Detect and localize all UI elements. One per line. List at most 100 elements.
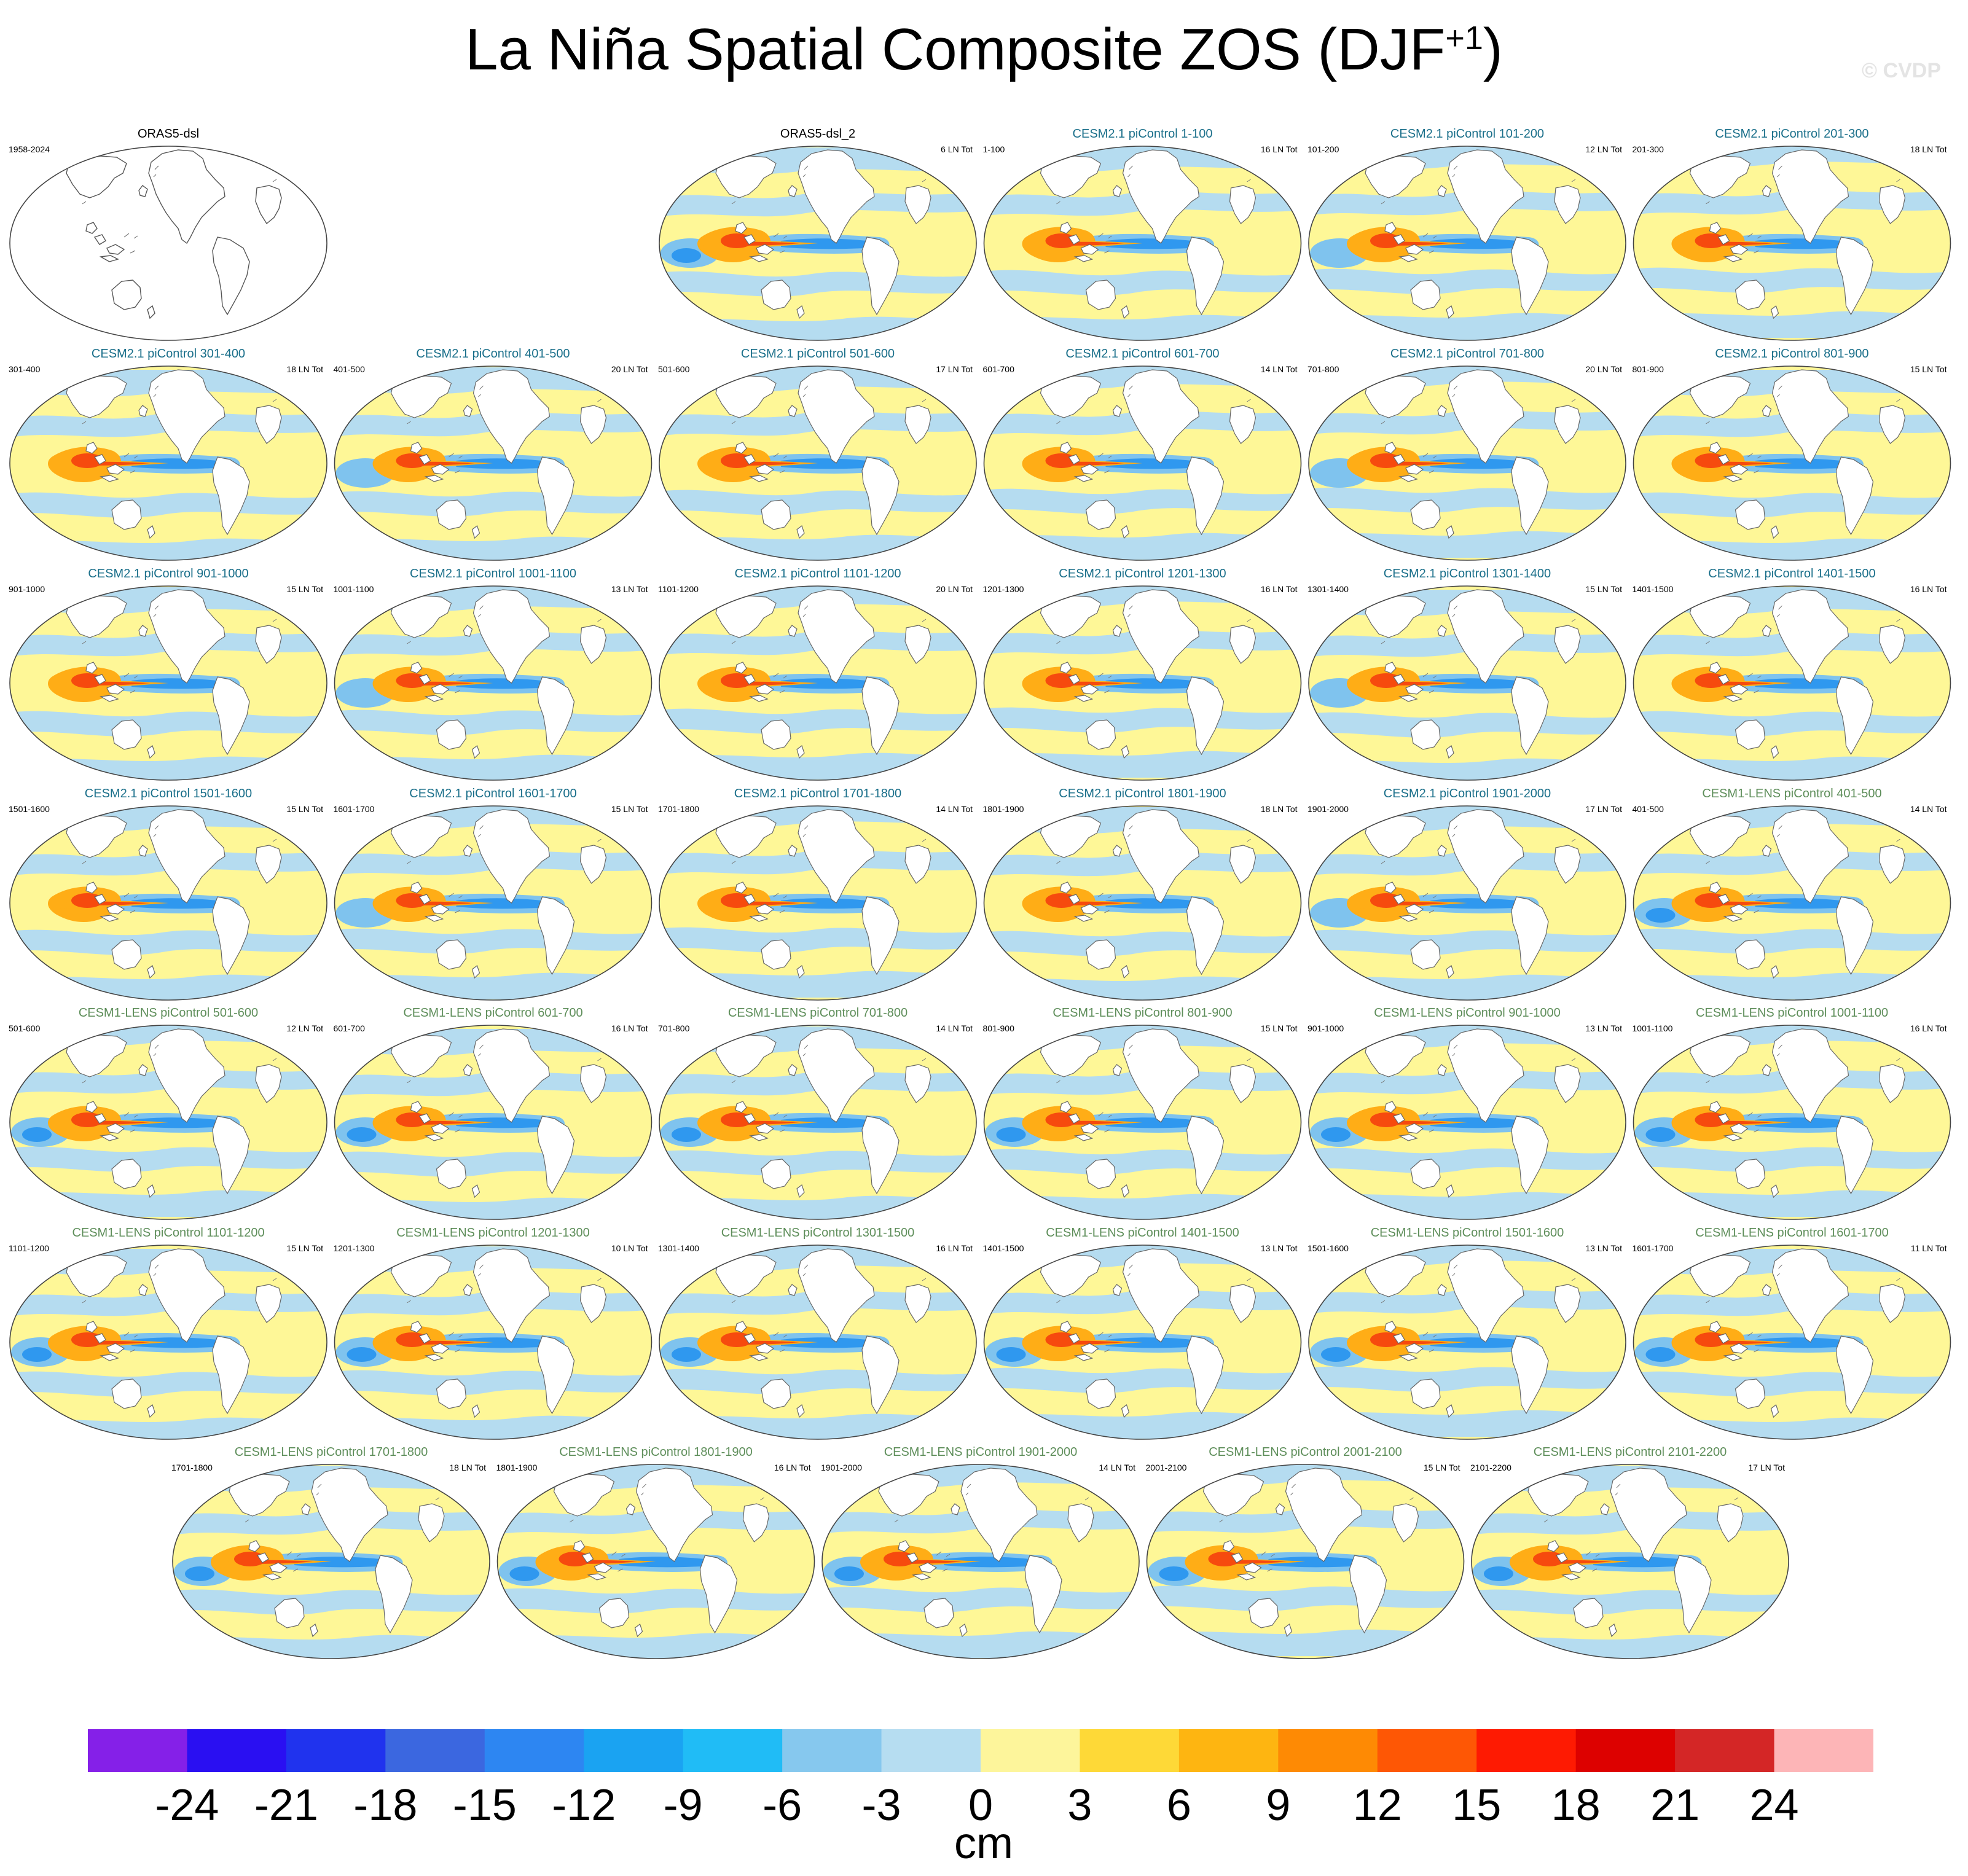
map-frame bbox=[983, 1025, 1302, 1220]
map-field bbox=[1147, 1464, 1464, 1659]
map-frame bbox=[1308, 365, 1626, 561]
panel-title: CESM2.1 piControl 201-300 bbox=[1715, 127, 1868, 141]
panel-title: ORAS5-dsl bbox=[138, 127, 199, 141]
panel-title: CESM2.1 piControl 1201-1300 bbox=[1059, 567, 1226, 580]
colorbar-swatch bbox=[385, 1729, 485, 1772]
panel-title: CESM2.1 piControl 701-800 bbox=[1390, 347, 1544, 361]
panel-event-count: 18 LN Tot bbox=[1910, 144, 1947, 154]
map-frame bbox=[334, 365, 653, 561]
colorbar-tick-label: 24 bbox=[1749, 1781, 1799, 1830]
panel-period-label: 1701-1800 bbox=[658, 804, 699, 814]
map-field bbox=[659, 806, 976, 1000]
map-frame bbox=[1633, 1025, 1951, 1220]
map-panel: CESM2.1 piControl 1001-1100 1001-1100 13 L… bbox=[334, 567, 653, 781]
map-panel: CESM1-LENS piControl 601-700 601-700 16 LN… bbox=[334, 1006, 653, 1220]
panel-period-label: 1601-1700 bbox=[334, 804, 375, 814]
map-frame bbox=[983, 146, 1302, 341]
panel-title: CESM2.1 piControl 401-500 bbox=[416, 347, 570, 361]
panel-event-count: 16 LN Tot bbox=[1261, 144, 1298, 154]
panel-event-count: 20 LN Tot bbox=[1585, 364, 1622, 374]
colorbar-swatch bbox=[1178, 1729, 1279, 1772]
panel-period-label: 1301-1400 bbox=[658, 1243, 699, 1253]
panel-event-count: 12 LN Tot bbox=[1585, 144, 1622, 154]
map-panel: ORAS5-dsl 1958-2024 bbox=[9, 127, 327, 341]
panel-title: CESM1-LENS piControl 1501-1600 bbox=[1371, 1226, 1564, 1240]
panel-period-label: 1001-1100 bbox=[334, 584, 374, 594]
map-frame bbox=[1633, 585, 1951, 781]
panel-period-label: 601-700 bbox=[334, 1023, 366, 1033]
map-frame bbox=[334, 1025, 653, 1220]
map-panel: CESM2.1 piControl 1201-1300 1201-1300 16 L… bbox=[983, 567, 1302, 781]
panel-period-label: 901-1000 bbox=[1307, 1023, 1344, 1033]
map-panel: CESM2.1 piControl 1601-1700 1601-1700 15 L… bbox=[334, 787, 653, 1001]
panel-period-label: 501-600 bbox=[658, 364, 690, 374]
panel-event-count: 15 LN Tot bbox=[1424, 1463, 1460, 1472]
map-panel: CESM1-LENS piControl 1201-1300 1201-1300 1… bbox=[334, 1226, 653, 1440]
panel-period-label: 301-400 bbox=[9, 364, 41, 374]
map-field bbox=[659, 586, 976, 780]
map-field bbox=[10, 1025, 327, 1219]
map-field bbox=[984, 806, 1301, 1000]
map-frame bbox=[1308, 1245, 1626, 1440]
panel-event-count: 13 LN Tot bbox=[611, 584, 648, 594]
map-field bbox=[659, 366, 976, 560]
panel-event-count: 10 LN Tot bbox=[611, 1243, 648, 1253]
map-panel: CESM2.1 piControl 701-800 701-800 20 LN To… bbox=[1307, 347, 1626, 561]
panel-title: CESM1-LENS piControl 501-600 bbox=[79, 1006, 258, 1020]
panel-title: CESM2.1 piControl 601-700 bbox=[1065, 347, 1219, 361]
map-panel: CESM2.1 piControl 301-400 301-400 18 LN To… bbox=[9, 347, 327, 561]
map-panel: CESM1-LENS piControl 1401-1500 1401-1500 1… bbox=[983, 1226, 1302, 1440]
colorbar-swatch bbox=[1575, 1729, 1676, 1772]
panel-event-count: 14 LN Tot bbox=[1910, 804, 1947, 814]
panel-title: CESM2.1 piControl 1101-1200 bbox=[735, 567, 901, 580]
title-superscript: +1 bbox=[1445, 20, 1483, 57]
panel-event-count: 16 LN Tot bbox=[1261, 584, 1298, 594]
panel-title: CESM1-LENS piControl 1101-1200 bbox=[72, 1226, 264, 1240]
colorbar-swatch bbox=[286, 1729, 386, 1772]
map-field bbox=[10, 1245, 327, 1439]
colorbar-tick-label: -3 bbox=[861, 1781, 901, 1830]
map-panel: CESM2.1 piControl 1-100 1-100 16 LN Tot bbox=[983, 127, 1302, 341]
map-field bbox=[1633, 146, 1951, 340]
panel-period-label: 1601-1700 bbox=[1633, 1243, 1674, 1253]
panel-period-label: 701-800 bbox=[658, 1023, 690, 1033]
colorbar-swatch bbox=[782, 1729, 882, 1772]
map-field bbox=[1633, 1245, 1951, 1439]
panel-event-count: 12 LN Tot bbox=[286, 1023, 323, 1033]
panel-title: CESM1-LENS piControl 1601-1700 bbox=[1695, 1226, 1889, 1240]
title-close: ) bbox=[1483, 17, 1503, 82]
map-frame bbox=[983, 805, 1302, 1001]
map-panel: ORAS5-dsl_2 6 LN Tot bbox=[659, 127, 977, 341]
map-field bbox=[659, 1025, 976, 1219]
map-frame bbox=[1633, 146, 1951, 341]
panel-period-label: 401-500 bbox=[1633, 804, 1664, 814]
map-field bbox=[1633, 586, 1951, 780]
panel-event-count: 20 LN Tot bbox=[936, 584, 973, 594]
map-panel: CESM1-LENS piControl 1501-1600 1501-1600 1… bbox=[1307, 1226, 1626, 1440]
map-field bbox=[1309, 366, 1626, 560]
colorbar-swatch bbox=[1377, 1729, 1477, 1772]
map-panel: CESM2.1 piControl 501-600 501-600 17 LN To… bbox=[658, 347, 977, 561]
map-frame bbox=[1308, 805, 1626, 1001]
colorbar-swatch bbox=[1675, 1729, 1775, 1772]
panel-event-count: 20 LN Tot bbox=[611, 364, 648, 374]
colorbar-tick-label: 0 bbox=[968, 1781, 994, 1830]
colorbar-tick-label: 6 bbox=[1166, 1781, 1191, 1830]
panel-event-count: 14 LN Tot bbox=[936, 804, 973, 814]
map-panel: CESM1-LENS piControl 1901-2000 1901-2000 1… bbox=[821, 1445, 1140, 1659]
map-field bbox=[173, 1464, 490, 1659]
colorbar-swatch bbox=[1476, 1729, 1577, 1772]
panel-event-count: 14 LN Tot bbox=[936, 1023, 973, 1033]
colorbar-swatch bbox=[88, 1729, 187, 1772]
panel-event-count: 16 LN Tot bbox=[1910, 584, 1947, 594]
colorbar-tick-label: 3 bbox=[1067, 1781, 1092, 1830]
panel-period-label: 1301-1400 bbox=[1307, 584, 1349, 594]
map-panel: CESM2.1 piControl 1301-1400 1301-1400 15 L… bbox=[1307, 567, 1626, 781]
map-panel: CESM1-LENS piControl 1801-1900 1801-1900 1… bbox=[496, 1445, 815, 1659]
panel-title: CESM1-LENS piControl 1701-1800 bbox=[235, 1445, 428, 1459]
colorbar-tick-label: 9 bbox=[1266, 1781, 1291, 1830]
map-panel: CESM2.1 piControl 1401-1500 1401-1500 16 L… bbox=[1633, 567, 1951, 781]
panel-title: ORAS5-dsl_2 bbox=[780, 127, 855, 141]
panel-event-count: 14 LN Tot bbox=[1099, 1463, 1135, 1472]
map-frame bbox=[9, 365, 327, 561]
